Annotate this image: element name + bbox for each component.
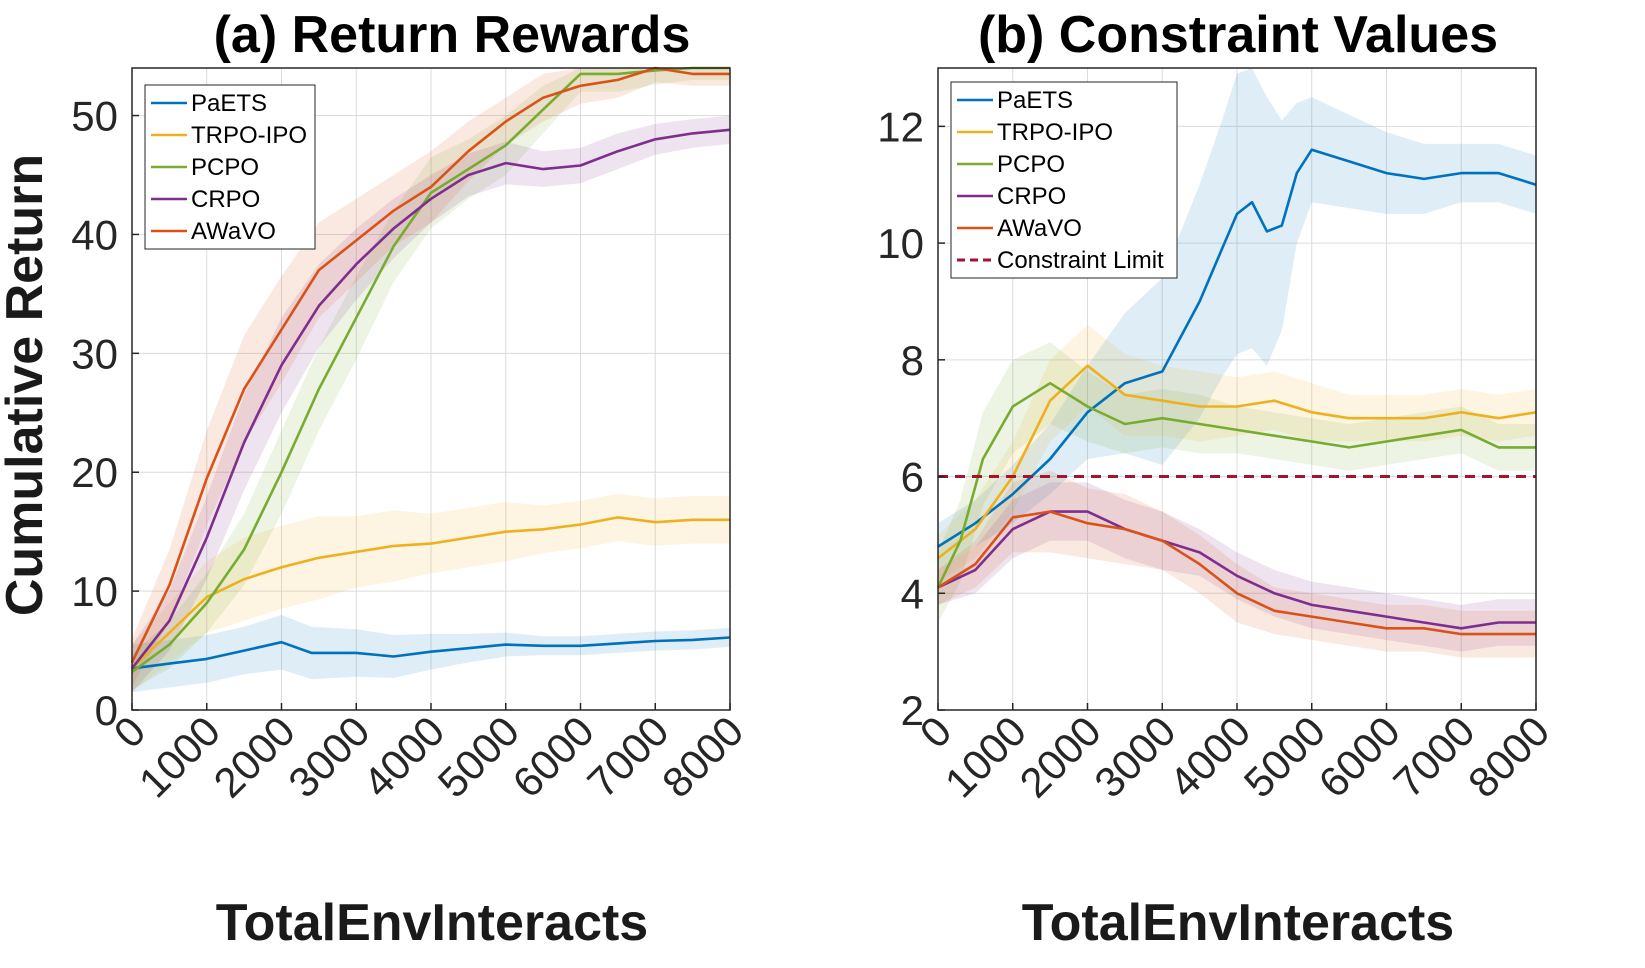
x-tick-label-b-8000: 8000 bbox=[1459, 707, 1558, 806]
series-line-a-crpo bbox=[130, 128, 731, 670]
band-b-trpo-ipo bbox=[938, 324, 1536, 582]
legend-label-a-pcpo: PCPO bbox=[191, 154, 259, 181]
x-tick-label-a-1000: 1000 bbox=[130, 707, 229, 806]
x-tick-label-b-3000: 3000 bbox=[1085, 707, 1184, 806]
x-tick-label-a-3000: 3000 bbox=[279, 707, 378, 806]
y-tick-label-b-10: 10 bbox=[877, 220, 924, 267]
x-tick-label-b-7000: 7000 bbox=[1384, 707, 1483, 806]
series-line-b-trpo-ipo bbox=[937, 364, 1537, 560]
chart-title-b: (b) Constraint Values bbox=[978, 6, 1498, 64]
legend-label-b-pcpo: PCPO bbox=[997, 151, 1065, 178]
y-tick-label-a-10: 10 bbox=[71, 568, 118, 615]
y-tick-label-a-20: 20 bbox=[71, 449, 118, 496]
x-tick-label-b-2000: 2000 bbox=[1011, 707, 1110, 806]
series-line-b-pcpo bbox=[936, 381, 1536, 588]
y-tick-label-a-50: 50 bbox=[71, 93, 118, 140]
legend-label-a-trpo-ipo: TRPO-IPO bbox=[191, 122, 307, 149]
series-line-b-awavo bbox=[937, 510, 1536, 636]
series-a bbox=[130, 66, 731, 674]
series-line-a-awavo bbox=[130, 66, 730, 663]
series-line-b-crpo bbox=[937, 510, 1536, 630]
band-b-awavo bbox=[938, 470, 1536, 658]
series-line-b-paets bbox=[937, 148, 1537, 548]
band-b-paets bbox=[938, 68, 1536, 570]
x-axis-label-a: TotalEnvInteracts bbox=[216, 894, 648, 952]
band-a-paets bbox=[132, 614, 730, 693]
x-tick-label-b-5000: 5000 bbox=[1235, 707, 1334, 806]
y-tick-label-a-0: 0 bbox=[95, 687, 118, 734]
x-tick-label-a-7000: 7000 bbox=[578, 707, 677, 806]
legend-label-b-constraint-limit: Constraint Limit bbox=[997, 247, 1164, 274]
y-tick-label-a-30: 30 bbox=[71, 330, 118, 377]
band-a-trpo-ipo bbox=[132, 493, 730, 693]
x-tick-label-b-4000: 4000 bbox=[1160, 707, 1259, 806]
y-tick-label-b-2: 2 bbox=[901, 687, 924, 734]
y-tick-label-b-6: 6 bbox=[901, 454, 924, 501]
band-b-crpo bbox=[938, 482, 1536, 652]
panel-constraint-values: (b) Constraint Values 2 4 6 8 10 12 010002000… bbox=[877, 6, 1558, 952]
legend-box-b bbox=[950, 81, 1178, 279]
legend-b: PaETS TRPO-IPO PCPO CRPO AWaVO Constraint Lim… bbox=[950, 81, 1178, 279]
y-tick-label-a-40: 40 bbox=[71, 211, 118, 258]
y-tick-label-b-8: 8 bbox=[901, 337, 924, 384]
x-tick-label-a-2000: 2000 bbox=[205, 707, 304, 806]
legend-label-b-trpo-ipo: TRPO-IPO bbox=[997, 119, 1113, 146]
y-axis-label-a: Cumulative Return bbox=[0, 154, 54, 616]
series-line-a-pcpo bbox=[131, 66, 730, 674]
panel-return-rewards: (a) Return Rewards 0 10 20 30 40 50 010002000… bbox=[0, 6, 752, 952]
y-tick-label-b-4: 4 bbox=[901, 570, 924, 617]
y-tick-label-b-12: 12 bbox=[877, 103, 924, 150]
series-b bbox=[936, 148, 1537, 636]
legend-label-b-crpo: CRPO bbox=[997, 183, 1066, 210]
x-tick-label-a-4000: 4000 bbox=[354, 707, 453, 806]
legend-label-a-paets: PaETS bbox=[191, 90, 267, 117]
legend-label-b-paets: PaETS bbox=[997, 87, 1073, 114]
y-ticks-b: 2 4 6 8 10 12 bbox=[877, 103, 945, 734]
x-axis-label-b: TotalEnvInteracts bbox=[1022, 894, 1454, 952]
series-line-a-trpo-ipo bbox=[131, 516, 730, 670]
x-tick-label-a-5000: 5000 bbox=[429, 707, 528, 806]
x-tick-label-b-1000: 1000 bbox=[936, 707, 1035, 806]
y-ticks-a: 0 10 20 30 40 50 bbox=[71, 93, 139, 734]
x-tick-label-a-6000: 6000 bbox=[504, 707, 603, 806]
series-line-a-paets bbox=[131, 636, 731, 670]
legend-label-a-awavo: AWaVO bbox=[191, 218, 276, 245]
x-tick-label-a-8000: 8000 bbox=[653, 707, 752, 806]
band-a-crpo bbox=[132, 115, 730, 693]
x-tick-label-b-6000: 6000 bbox=[1310, 707, 1409, 806]
legend-label-a-crpo: CRPO bbox=[191, 186, 260, 213]
chart-title-a: (a) Return Rewards bbox=[214, 6, 691, 64]
legend-label-b-awavo: AWaVO bbox=[997, 215, 1082, 242]
legend-a: PaETS TRPO-IPO PCPO CRPO AWaVO bbox=[144, 84, 316, 250]
